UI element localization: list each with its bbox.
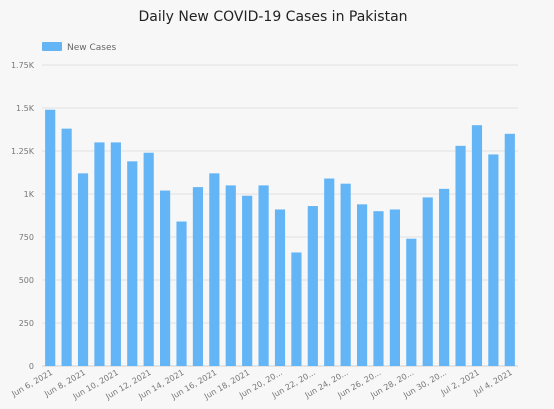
bar[interactable]	[127, 161, 138, 366]
bar[interactable]	[274, 209, 286, 366]
chart-title: Daily New COVID-19 Cases in Pakistan	[138, 9, 407, 25]
bar[interactable]	[471, 125, 483, 366]
bar[interactable]	[356, 204, 368, 366]
bar[interactable]	[488, 154, 499, 366]
bar[interactable]	[389, 209, 400, 366]
bar[interactable]	[504, 133, 515, 366]
bar[interactable]	[110, 142, 121, 366]
bar[interactable]	[94, 142, 105, 366]
bar[interactable]	[406, 238, 417, 366]
bar[interactable]	[143, 152, 154, 366]
y-tick-label: 1.5K	[16, 104, 35, 113]
bar[interactable]	[242, 195, 253, 366]
bar[interactable]	[160, 190, 171, 366]
bar[interactable]	[307, 206, 318, 366]
bar[interactable]	[225, 185, 236, 366]
y-tick-label: 500	[19, 276, 34, 285]
bar[interactable]	[258, 185, 269, 366]
bar[interactable]	[77, 173, 89, 366]
y-tick-label: 1K	[24, 190, 35, 199]
y-tick-label: 1.75K	[11, 61, 35, 70]
legend-swatch	[42, 42, 62, 51]
bar[interactable]	[61, 128, 72, 366]
bar[interactable]	[455, 145, 466, 366]
legend-label: New Cases	[67, 43, 117, 53]
y-tick-label: 250	[19, 319, 34, 328]
bar[interactable]	[291, 252, 302, 366]
bars	[45, 109, 515, 366]
bar[interactable]	[176, 221, 187, 366]
bar[interactable]	[324, 178, 335, 366]
bar[interactable]	[192, 187, 204, 366]
y-tick-label: 1.25K	[11, 147, 35, 156]
bar[interactable]	[209, 173, 220, 366]
y-tick-label: 750	[19, 233, 34, 242]
y-tick-label: 0	[29, 362, 34, 371]
bar[interactable]	[439, 188, 450, 366]
legend[interactable]: New Cases	[42, 42, 117, 53]
y-axis-ticks: 0 250 500 750 1K 1.25K 1.5K 1.75K	[11, 61, 35, 371]
bar[interactable]	[422, 197, 433, 366]
bar[interactable]	[373, 211, 384, 366]
bar[interactable]	[340, 183, 351, 366]
bar[interactable]	[45, 109, 56, 366]
